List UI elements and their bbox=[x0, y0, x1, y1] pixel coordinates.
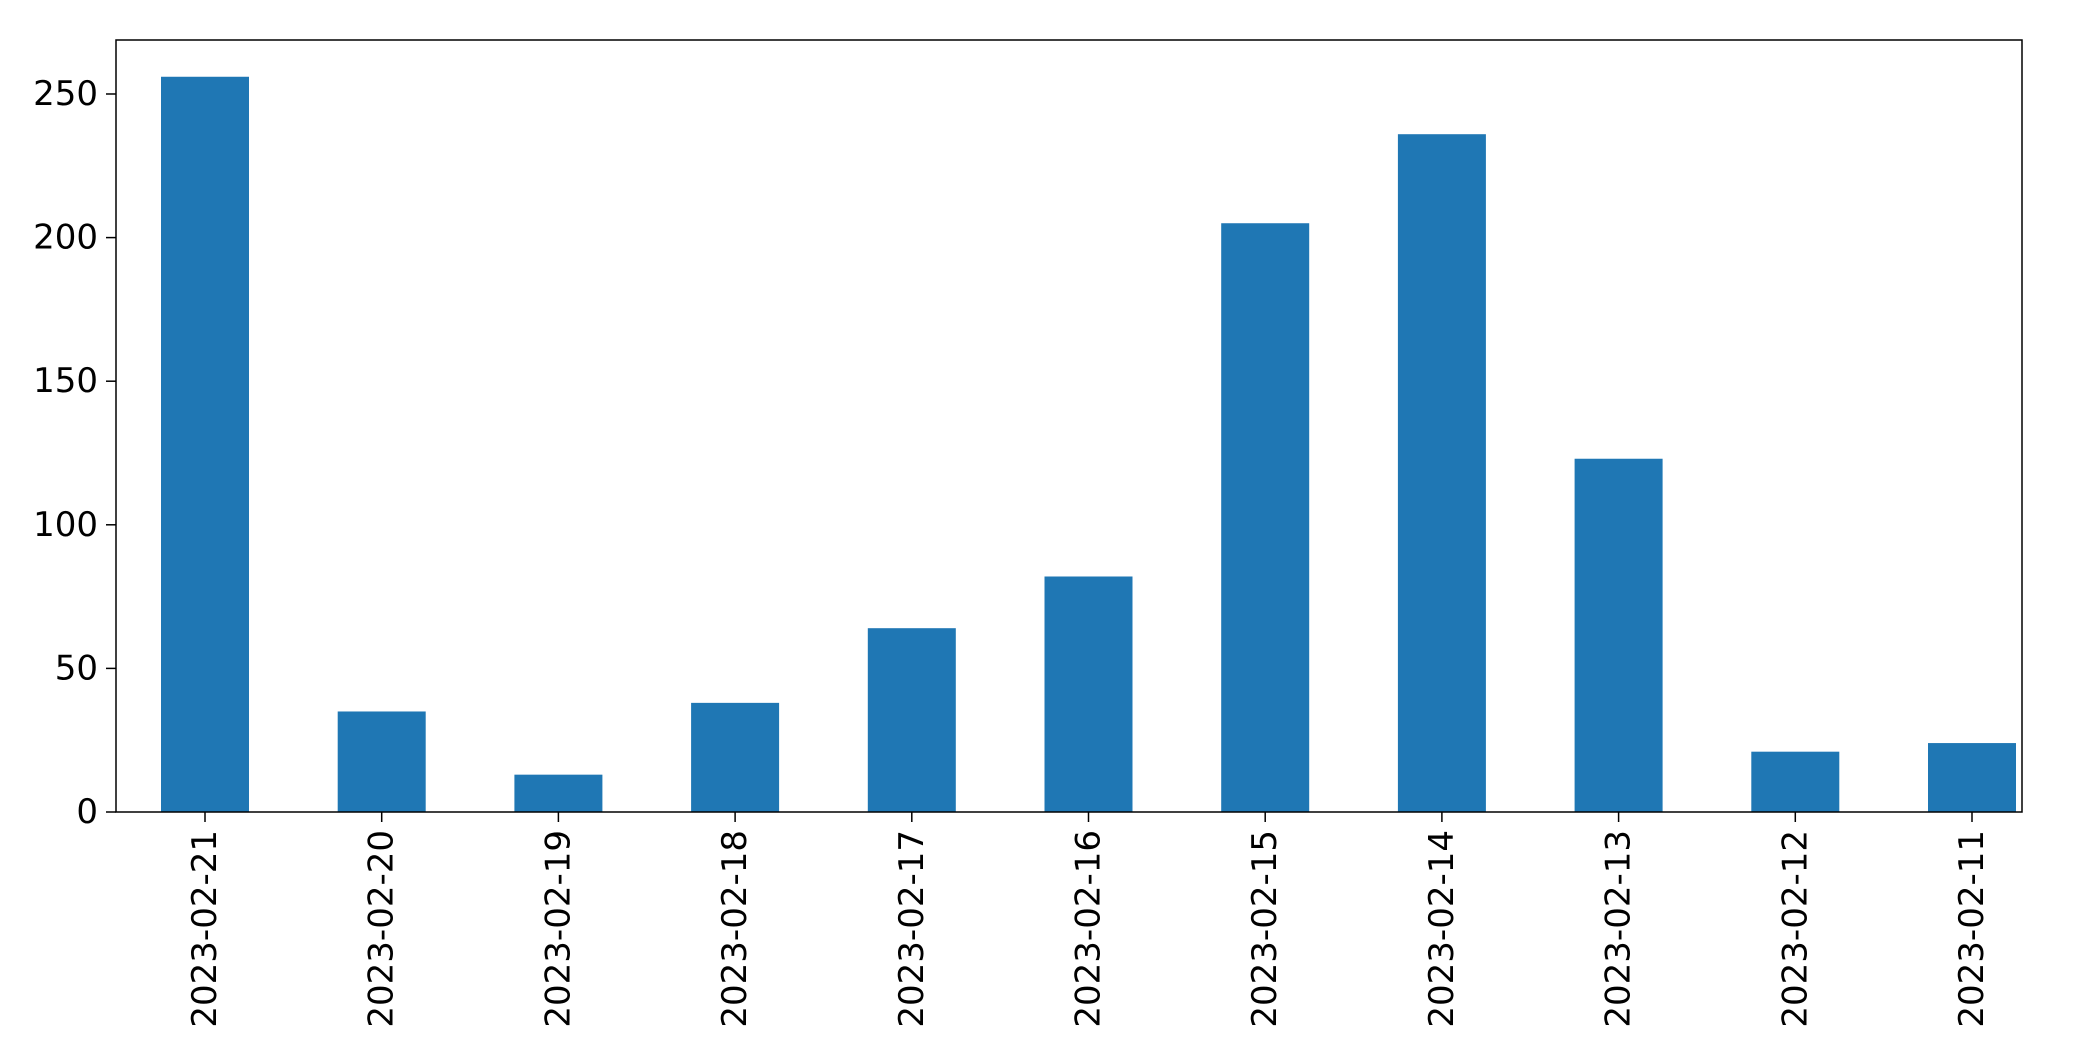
x-tick-label: 2023-02-18 bbox=[715, 830, 755, 1028]
x-tick-label: 2023-02-13 bbox=[1599, 830, 1639, 1028]
x-tick-label: 2023-02-20 bbox=[362, 830, 402, 1028]
y-tick-label: 50 bbox=[55, 648, 98, 688]
x-tick-label: 2023-02-11 bbox=[1952, 830, 1992, 1028]
x-tick-label: 2023-02-15 bbox=[1245, 830, 1285, 1028]
x-tick-label: 2023-02-12 bbox=[1775, 830, 1815, 1028]
bar-2023-02-14 bbox=[1397, 134, 1486, 812]
bar-2023-02-11 bbox=[1928, 743, 2016, 812]
bar-2023-02-13 bbox=[1574, 458, 1663, 812]
bar-2023-02-20 bbox=[337, 711, 426, 812]
y-tick-label: 150 bbox=[33, 361, 98, 401]
x-axis: 2023-02-21 2023-02-20 2023-02-19 2023-02-18… bbox=[185, 812, 1992, 1028]
bar-2023-02-12 bbox=[1751, 751, 1840, 812]
bars-group bbox=[161, 76, 2016, 813]
bar-2023-02-19 bbox=[514, 774, 603, 812]
y-tick-label: 250 bbox=[33, 74, 98, 114]
x-tick-label: 2023-02-16 bbox=[1069, 830, 1109, 1028]
bar-2023-02-18 bbox=[691, 702, 780, 812]
x-tick-label: 2023-02-14 bbox=[1422, 830, 1462, 1028]
x-tick-label: 2023-02-21 bbox=[185, 830, 225, 1028]
y-tick-label: 200 bbox=[33, 218, 98, 258]
bar-2023-02-16 bbox=[1044, 576, 1133, 812]
plot-frame bbox=[115, 39, 2023, 813]
bar-2023-02-17 bbox=[867, 628, 956, 812]
x-tick-label: 2023-02-17 bbox=[892, 830, 932, 1028]
y-tick-label: 100 bbox=[33, 505, 98, 545]
bar-2023-02-15 bbox=[1221, 223, 1310, 813]
x-tick-label: 2023-02-19 bbox=[538, 830, 578, 1028]
bar-2023-02-21 bbox=[161, 76, 249, 812]
y-axis: 0 50 100 150 200 250 bbox=[33, 74, 116, 832]
y-tick-label: 0 bbox=[76, 792, 98, 832]
